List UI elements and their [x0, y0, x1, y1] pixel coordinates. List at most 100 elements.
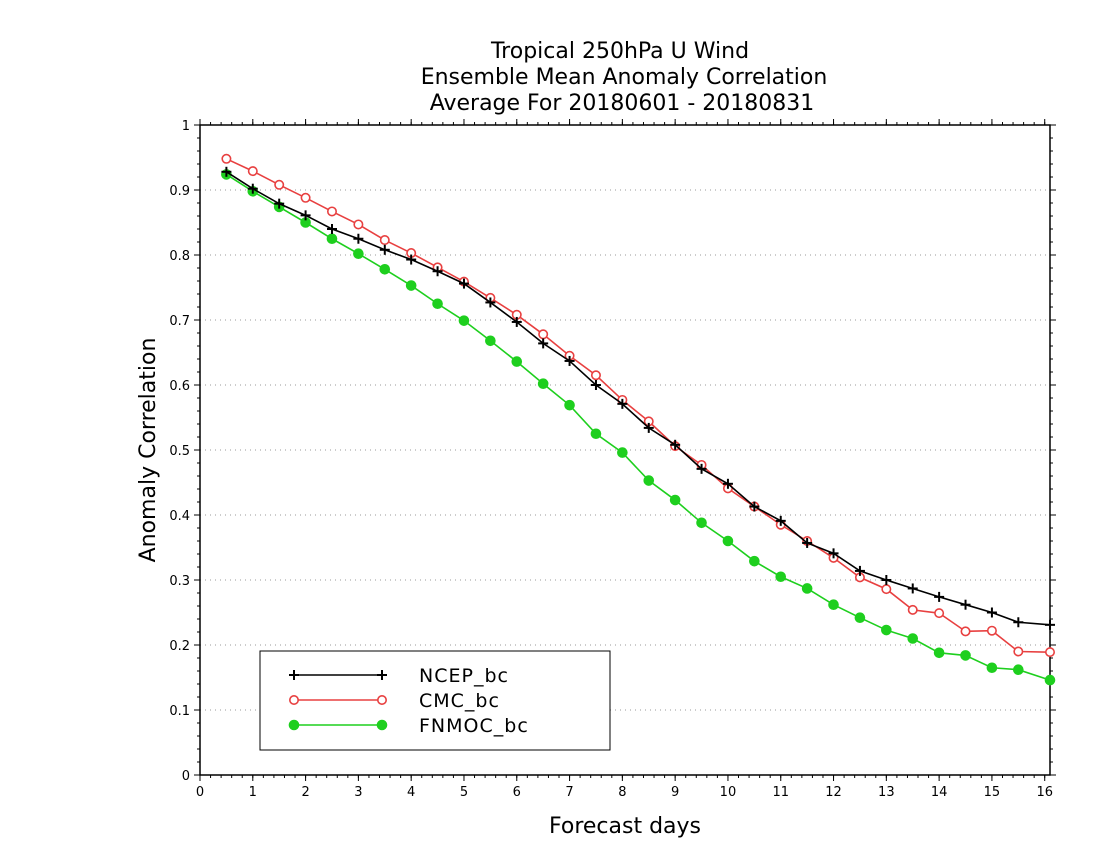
series-layer — [221, 153, 1056, 686]
data-point-fnmoc-bc — [326, 233, 338, 245]
y-tick-label: 0.7 — [169, 314, 190, 329]
data-point-fnmoc-bc — [907, 633, 919, 644]
y-tick-label: 0 — [182, 769, 190, 784]
data-point-ncep-bc — [643, 422, 654, 433]
series-cmc-bc — [221, 153, 1056, 658]
data-point-cmc-bc — [934, 608, 945, 619]
data-point-fnmoc-bc — [960, 650, 971, 661]
data-point-ncep-bc — [511, 316, 522, 327]
y-tick-label: 0.9 — [169, 184, 190, 199]
data-point-fnmoc-bc — [1013, 664, 1024, 676]
series-fnmoc-bc — [221, 169, 1056, 686]
data-point-fnmoc-bc — [722, 535, 734, 547]
data-point-ncep-bc — [696, 463, 707, 474]
legend-items: NCEP_bc CMC_bc FNMOC_bc — [288, 665, 528, 737]
data-point-ncep-bc — [749, 501, 760, 512]
data-point-ncep-bc — [274, 198, 285, 209]
data-point-ncep-bc — [485, 297, 496, 308]
y-axis-label: Anomaly Correlation — [136, 338, 161, 563]
x-tick-label: 3 — [354, 785, 362, 800]
legend-item-ncep-bc: NCEP_bc — [289, 665, 509, 687]
data-point-ncep-bc — [934, 591, 945, 602]
x-tick-label: 7 — [565, 785, 573, 800]
data-point-fnmoc-bc — [458, 315, 470, 326]
series-ncep-bc — [221, 166, 1055, 630]
data-point-ncep-bc — [300, 210, 311, 221]
data-point-cmc-bc — [353, 219, 364, 230]
x-tick-label: 8 — [618, 785, 626, 800]
y-tick-label: 0.5 — [169, 444, 190, 459]
legend-marker-start — [288, 719, 300, 731]
data-point-fnmoc-bc — [696, 517, 707, 529]
data-point-fnmoc-bc — [564, 399, 575, 411]
x-tick-label: 10 — [720, 785, 737, 800]
series-line-fnmoc-bc — [225, 173, 1051, 681]
data-point-ncep-bc — [617, 398, 628, 409]
data-point-ncep-bc — [881, 575, 892, 585]
title-line-3: Average For 20180601 - 20180831 — [430, 91, 815, 116]
legend-box — [259, 650, 611, 751]
y-tick-label: 0.2 — [169, 639, 190, 654]
data-point-ncep-bc — [1045, 619, 1055, 630]
data-point-ncep-bc — [907, 583, 918, 594]
data-point-fnmoc-bc — [749, 555, 760, 567]
axis-ticks — [194, 119, 1056, 781]
legend-marker-start — [288, 694, 299, 705]
data-point-cmc-bc — [1013, 646, 1024, 657]
data-point-fnmoc-bc — [986, 662, 998, 674]
data-point-ncep-bc — [564, 355, 575, 366]
x-tick-label: 12 — [825, 785, 842, 800]
data-point-cmc-bc — [907, 604, 918, 615]
x-tick-label: 11 — [772, 785, 789, 800]
data-point-cmc-bc — [247, 166, 258, 177]
data-point-ncep-bc — [247, 183, 258, 194]
x-tick-label: 1 — [249, 785, 257, 800]
x-tick-label: 2 — [301, 785, 309, 800]
y-tick-label: 0.8 — [169, 249, 190, 264]
data-point-fnmoc-bc — [511, 356, 523, 367]
legend-marker-end — [376, 694, 387, 705]
x-tick-label: 0 — [196, 785, 204, 800]
data-point-fnmoc-bc — [432, 298, 443, 310]
data-point-cmc-bc — [221, 153, 232, 164]
y-tick-label: 1 — [182, 119, 190, 134]
legend-item-cmc-bc: CMC_bc — [288, 690, 500, 712]
data-point-cmc-bc — [986, 625, 997, 636]
y-tick-label: 0.1 — [169, 704, 190, 719]
data-point-ncep-bc — [221, 166, 232, 177]
legend: NCEP_bc CMC_bc FNMOC_bc — [259, 650, 611, 751]
data-point-ncep-bc — [960, 599, 971, 610]
data-point-fnmoc-bc — [801, 583, 813, 594]
x-tick-labels: 0 1 2 3 4 5 6 7 8 9 10 11 12 13 14 15 16 — [196, 785, 1053, 800]
data-point-fnmoc-bc — [617, 447, 628, 458]
data-point-fnmoc-bc — [643, 475, 655, 486]
data-point-cmc-bc — [881, 584, 892, 595]
legend-marker-end — [377, 670, 387, 680]
y-tick-label: 0.4 — [169, 509, 190, 524]
series-line-cmc-bc — [226, 158, 1051, 653]
legend-label: CMC_bc — [419, 690, 500, 712]
data-point-ncep-bc — [986, 607, 997, 618]
x-tick-label: 16 — [1036, 785, 1053, 800]
data-point-ncep-bc — [722, 478, 733, 489]
x-tick-label: 14 — [931, 785, 948, 800]
legend-label: NCEP_bc — [419, 665, 509, 687]
data-point-ncep-bc — [775, 515, 786, 526]
data-point-cmc-bc — [590, 370, 601, 381]
data-point-fnmoc-bc — [353, 248, 364, 259]
data-point-fnmoc-bc — [405, 280, 417, 291]
y-tick-label: 0.6 — [169, 379, 190, 394]
y-tick-labels: 0 0.1 0.2 0.3 0.4 0.5 0.6 0.7 0.8 0.9 1 — [169, 119, 190, 784]
data-point-fnmoc-bc — [854, 612, 866, 624]
data-point-ncep-bc — [458, 278, 469, 289]
data-point-fnmoc-bc — [590, 428, 602, 440]
data-point-ncep-bc — [854, 565, 865, 576]
x-tick-label: 4 — [407, 785, 415, 800]
data-point-fnmoc-bc — [485, 335, 496, 347]
data-point-fnmoc-bc — [775, 571, 787, 583]
title-line-1: Tropical 250hPa U Wind — [490, 39, 749, 64]
title-line-2: Ensemble Mean Anomaly Correlation — [421, 65, 828, 90]
data-point-cmc-bc — [960, 626, 971, 637]
data-point-cmc-bc — [1045, 647, 1056, 658]
